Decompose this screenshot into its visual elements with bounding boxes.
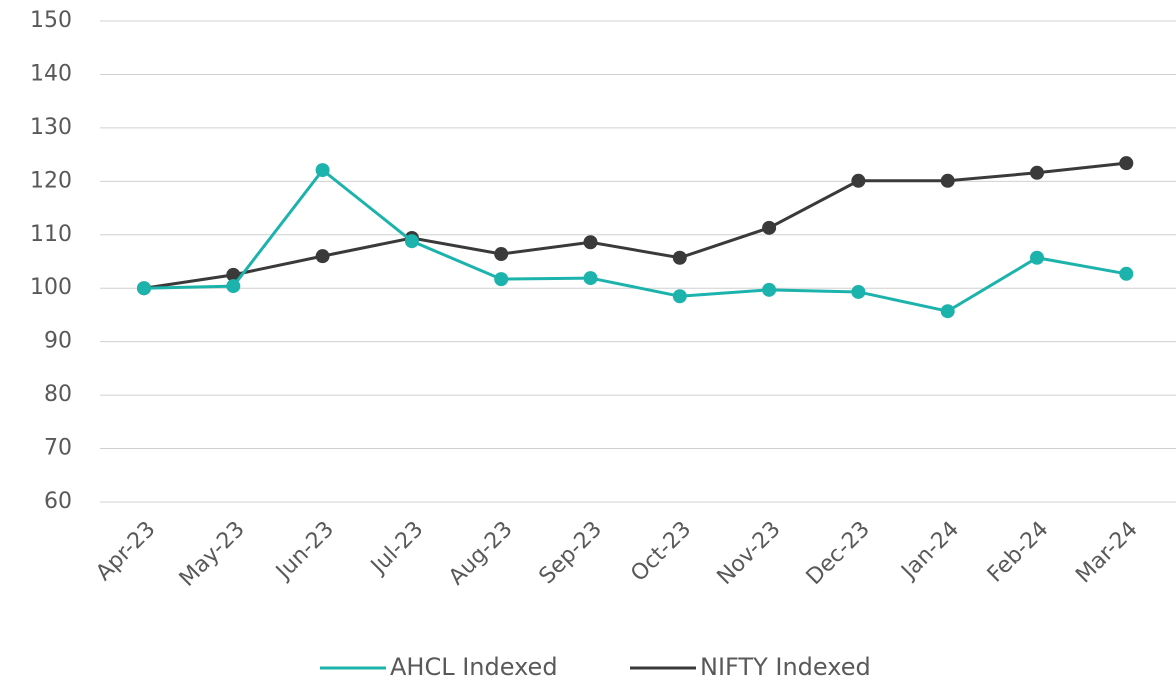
- point: [226, 279, 241, 294]
- y-tick-label: 120: [30, 168, 72, 193]
- y-tick-label: 90: [44, 329, 72, 354]
- x-tick-label: Apr-23: [91, 517, 160, 586]
- point: [315, 163, 330, 178]
- point: [672, 289, 687, 304]
- x-tick-label: Nov-23: [713, 517, 786, 590]
- y-tick-label: 140: [30, 61, 72, 86]
- point: [1030, 165, 1044, 180]
- point: [1119, 156, 1134, 171]
- point: [762, 220, 777, 235]
- x-tick-label: Jun-23: [270, 517, 339, 586]
- series-line: [143, 167, 1127, 313]
- x-tick-label: May-23: [175, 517, 250, 592]
- x-tick-label: Oct-23: [626, 517, 696, 587]
- point: [583, 235, 598, 250]
- point: [940, 173, 955, 188]
- point: [1030, 250, 1044, 265]
- y-tick-label: 130: [30, 115, 72, 140]
- point: [672, 250, 687, 265]
- point: [940, 304, 955, 319]
- point: [851, 284, 866, 299]
- y-tick-label: 60: [44, 489, 72, 514]
- point: [1119, 266, 1134, 281]
- y-tick-label: 80: [44, 382, 72, 407]
- legend-label: AHCL Indexed: [390, 653, 558, 681]
- x-tick-label: Feb-24: [983, 517, 1054, 588]
- point: [137, 281, 151, 296]
- y-tick-label: 150: [30, 8, 72, 33]
- y-tick-label: 110: [30, 222, 72, 247]
- point: [583, 271, 598, 286]
- point: [494, 247, 509, 262]
- y-tick-label: 100: [30, 275, 72, 300]
- point: [851, 173, 866, 188]
- x-tick-label: Jan-24: [896, 517, 964, 585]
- point: [315, 249, 330, 264]
- x-tick-label: Sep-23: [535, 517, 607, 589]
- point: [762, 282, 777, 297]
- point: [226, 267, 241, 282]
- legend-label: NIFTY Indexed: [700, 653, 871, 681]
- y-tick-label: 70: [44, 436, 72, 461]
- x-tick-label: Dec-23: [802, 517, 875, 590]
- x-tick-label: Mar-24: [1071, 517, 1142, 588]
- point: [494, 272, 509, 287]
- point: [404, 234, 419, 249]
- series-line: [143, 161, 1127, 290]
- x-tick-label: Aug-23: [444, 517, 517, 590]
- x-tick-label: Jul-23: [365, 517, 428, 580]
